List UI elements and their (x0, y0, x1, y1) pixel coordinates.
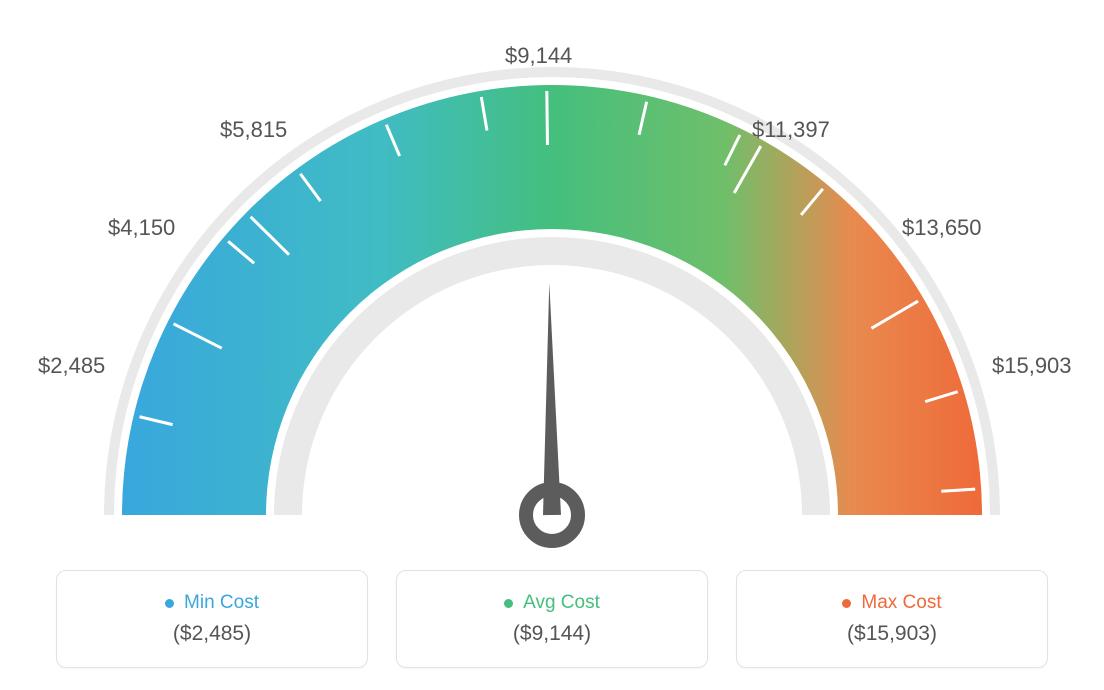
legend-card-min: Min Cost ($2,485) (56, 570, 368, 668)
gauge-tick-label: $13,650 (902, 215, 982, 241)
gauge-tick-label: $15,903 (992, 353, 1072, 379)
dot-icon (504, 599, 513, 608)
gauge-svg (72, 55, 1032, 555)
legend-value-max: ($15,903) (847, 622, 937, 646)
legend-title-min: Min Cost (165, 592, 259, 614)
cost-gauge-chart: $2,485 $4,150 $5,815 $9,144 $11,397 $13,650 $1… (0, 0, 1104, 690)
gauge-tick-label: $2,485 (38, 353, 105, 379)
gauge-tick-label: $11,397 (752, 117, 830, 143)
gauge-tick-label: $5,815 (220, 117, 287, 143)
legend-title-text: Avg Cost (523, 592, 600, 614)
legend-title-avg: Avg Cost (504, 592, 600, 614)
legend-title-max: Max Cost (842, 592, 941, 614)
legend-card-avg: Avg Cost ($9,144) (396, 570, 708, 668)
legend-title-text: Min Cost (184, 592, 259, 614)
legend: Min Cost ($2,485) Avg Cost ($9,144) Max … (0, 570, 1104, 668)
gauge (72, 55, 1032, 560)
gauge-tick-label: $4,150 (108, 215, 175, 241)
legend-title-text: Max Cost (861, 592, 941, 614)
dot-icon (842, 599, 851, 608)
dot-icon (165, 599, 174, 608)
legend-card-max: Max Cost ($15,903) (736, 570, 1048, 668)
legend-value-avg: ($9,144) (513, 622, 591, 646)
legend-value-min: ($2,485) (173, 622, 251, 646)
gauge-tick-label: $9,144 (505, 43, 572, 69)
